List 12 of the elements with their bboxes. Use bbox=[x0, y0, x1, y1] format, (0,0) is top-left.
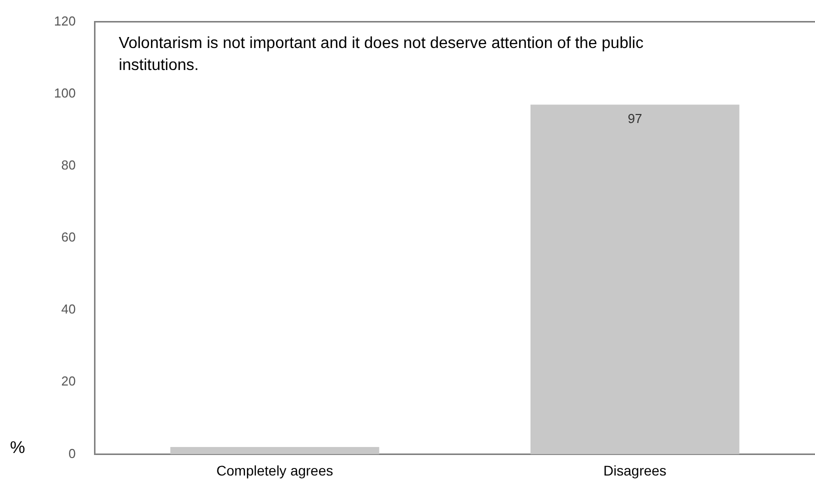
y-tick-label: 20 bbox=[61, 374, 76, 389]
y-tick-label: 100 bbox=[54, 85, 76, 100]
y-tick-label: 60 bbox=[61, 230, 76, 245]
y-tick-label: 120 bbox=[54, 13, 76, 28]
y-tick-label: 0 bbox=[68, 446, 76, 461]
y-tick-label: 40 bbox=[61, 302, 76, 317]
x-tick-label: Disagrees bbox=[603, 462, 666, 478]
x-tick-label: Completely agrees bbox=[216, 462, 334, 478]
y-tick-label: 80 bbox=[61, 158, 76, 173]
y-axis-title: % bbox=[10, 438, 26, 457]
data-label: 97 bbox=[628, 110, 642, 126]
text: Volontarism is not important and it does not deserve attention of the public institutions. bbox=[118, 35, 644, 74]
